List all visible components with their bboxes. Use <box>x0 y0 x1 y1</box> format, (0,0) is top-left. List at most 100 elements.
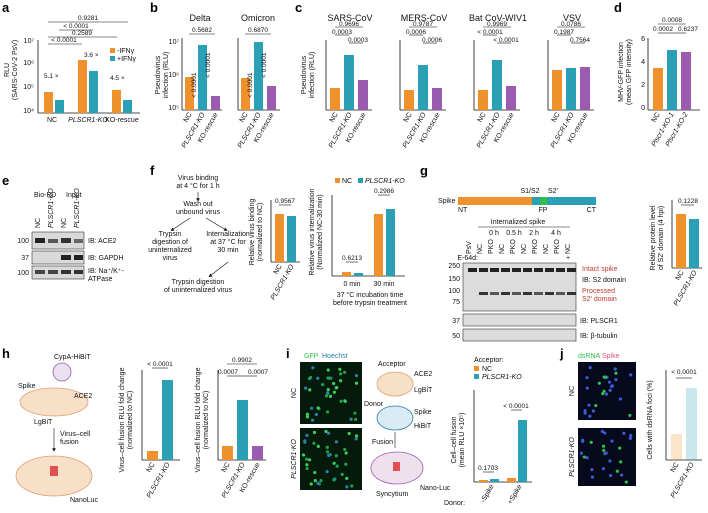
nanoluc-icon <box>50 466 58 476</box>
cell-spot <box>588 414 592 418</box>
pvalue-c: 0.0003 <box>332 29 352 36</box>
cell-spot <box>334 440 339 444</box>
cell-spot <box>327 431 331 435</box>
panel-d-ytick: 2 <box>641 82 645 89</box>
lane-label: PKO <box>510 239 517 254</box>
cell-spot <box>608 459 612 463</box>
panel-label-e: e <box>2 173 9 188</box>
spike-label: S2′ <box>548 188 559 195</box>
cell-spot <box>304 457 309 461</box>
cell-spot <box>325 450 330 454</box>
cell-spot <box>609 473 613 478</box>
panel-a-ytick: 10⁴ <box>23 108 34 115</box>
legend-a: -IFNγ <box>117 48 135 55</box>
cell-spot <box>613 367 617 371</box>
cell-spot <box>334 454 338 458</box>
mw-marker: 100 <box>17 238 29 245</box>
bar-i-minus-nc <box>479 480 488 482</box>
lane-label: PLSCR1-KO <box>74 188 81 228</box>
panel-label-b: b <box>150 0 158 15</box>
band-s2p <box>490 292 499 295</box>
band-intact <box>501 268 510 272</box>
bar-h1-ko <box>162 380 173 460</box>
mw-marker: 100 <box>448 288 460 295</box>
cell-spot <box>338 367 342 371</box>
bar-c <box>566 68 576 110</box>
bar-j-ko <box>686 388 697 460</box>
e64d-label: E-64d: <box>457 255 478 262</box>
pvalue-a: < 0.0001 <box>51 37 77 44</box>
cell-spot <box>309 375 313 380</box>
cell-spot <box>327 376 331 380</box>
cell-spot <box>325 470 329 474</box>
flow-step: Internalization at 37 °C for 30 min <box>206 231 250 254</box>
panel-d-ytick: 6 <box>641 36 645 43</box>
bar-h2-nc <box>222 446 233 460</box>
lane-label: NC <box>565 244 572 254</box>
lane-label: NC <box>521 244 528 254</box>
cell-spot <box>305 463 309 467</box>
xcat-b: NC <box>239 112 250 124</box>
cell-spot <box>343 370 347 374</box>
bar-i-minus-ko <box>490 479 499 482</box>
bar-b-omi-ko <box>254 42 263 110</box>
cell-spot <box>340 472 344 476</box>
cell-spot <box>339 372 343 376</box>
donor-label: Donor: <box>444 500 465 507</box>
panel-c-title: SARS-CoV <box>327 13 372 23</box>
cartoon-label: NanoLuc <box>70 497 99 504</box>
blot-header: Bio-PD <box>34 192 56 199</box>
cell-spot <box>332 390 336 394</box>
blot-header: Input <box>66 192 82 199</box>
bar-f-0min-ko <box>354 273 363 276</box>
pvalue-b: < 0.0001 <box>191 72 198 98</box>
pvalue-c: 0.9969 <box>487 21 507 28</box>
mw-marker: 150 <box>448 276 460 283</box>
panel-d-ytick: 4 <box>641 59 645 66</box>
lane-label: NC <box>35 218 42 228</box>
cell-spot <box>590 475 595 479</box>
panel-c-title: VSV <box>563 13 581 23</box>
cell-spot <box>316 481 320 485</box>
lane-label: NC <box>61 218 68 228</box>
xcat-f: NC <box>273 264 284 276</box>
cell-spot <box>324 429 328 434</box>
legend-f: NC <box>342 178 352 185</box>
spike-s1 <box>458 197 532 205</box>
lane-label: NC <box>543 244 550 254</box>
cell-spot <box>349 417 353 421</box>
panel-label-a: a <box>2 0 10 15</box>
cell-spot <box>589 440 593 444</box>
cell-spot <box>314 412 318 417</box>
cell-spot <box>316 444 320 448</box>
panel-b-title: Delta <box>189 13 210 23</box>
cell-spot <box>353 411 357 415</box>
bar-c <box>432 88 442 110</box>
spike-label: FP <box>539 207 548 214</box>
panel-a-ytick: 10⁷ <box>24 38 35 45</box>
cell-spot <box>603 431 607 435</box>
cartoon-label: Virus–cell fusion <box>60 431 91 446</box>
pvalue-a: 0.9281 <box>78 15 98 22</box>
cell-spot <box>585 386 589 390</box>
bar-c <box>580 67 590 110</box>
pvalue-c: 0.0006 <box>406 29 426 36</box>
bar-b-delta-ko <box>198 45 207 110</box>
blot-gapdh <box>31 250 85 265</box>
panel-g-ylabel: Relative protein levelof S2′ domain (4 h… <box>650 205 665 270</box>
pvalue-h: 0.0007 <box>218 369 238 376</box>
cell-icon <box>19 387 89 417</box>
cell-spot <box>354 381 359 385</box>
mw-marker: 250 <box>448 263 460 270</box>
cell-spot <box>579 451 584 455</box>
panel-a-ytick: 10⁶ <box>23 60 34 67</box>
cell-spot <box>587 403 591 407</box>
bar-a-nc-plus <box>55 100 64 113</box>
flow-step: Wash out unbound virus <box>176 201 220 216</box>
mw-marker: 50 <box>452 333 460 340</box>
panel-f-xlabel: 37 °C incubation time before trypsin trea… <box>333 291 407 307</box>
cell-spot <box>332 478 336 482</box>
band-intact <box>523 268 532 272</box>
cell-spot <box>310 406 314 410</box>
cell-spot <box>345 485 349 489</box>
